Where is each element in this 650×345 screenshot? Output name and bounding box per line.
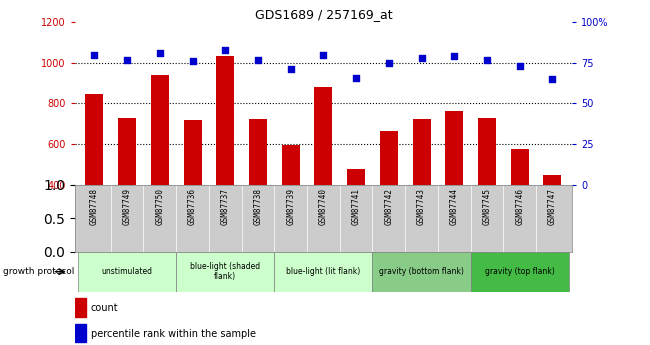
Bar — [75, 298, 86, 317]
Point — [253, 57, 263, 62]
Bar — [380, 131, 398, 185]
Text: GSM87744: GSM87744 — [450, 188, 459, 225]
Text: blue-light (lit flank): blue-light (lit flank) — [286, 267, 361, 276]
Text: percentile rank within the sample: percentile rank within the sample — [91, 329, 256, 338]
Text: gravity (top flank): gravity (top flank) — [485, 267, 554, 276]
Bar — [274, 252, 372, 292]
Bar — [347, 169, 365, 185]
Title: GDS1689 / 257169_at: GDS1689 / 257169_at — [255, 8, 392, 21]
Bar — [372, 252, 471, 292]
Text: unstimulated: unstimulated — [101, 267, 153, 276]
Text: GSM87736: GSM87736 — [188, 188, 197, 225]
Bar — [281, 145, 300, 185]
Text: GSM87741: GSM87741 — [352, 188, 361, 225]
Bar — [151, 75, 169, 185]
Text: count: count — [91, 303, 118, 313]
Point — [514, 63, 525, 69]
Text: GSM87745: GSM87745 — [482, 188, 491, 225]
Point — [122, 57, 133, 62]
Bar — [176, 252, 274, 292]
Text: GSM87739: GSM87739 — [286, 188, 295, 225]
Bar — [249, 119, 267, 185]
Text: GSM87742: GSM87742 — [384, 188, 393, 225]
Point — [285, 67, 296, 72]
Text: growth protocol: growth protocol — [3, 267, 75, 276]
Bar — [183, 120, 202, 185]
Bar — [543, 176, 562, 185]
Bar — [85, 95, 103, 185]
Point — [220, 47, 231, 53]
Text: GSM87738: GSM87738 — [254, 188, 263, 225]
Point — [547, 76, 558, 82]
Point — [482, 57, 492, 62]
Bar — [478, 118, 496, 185]
Bar — [413, 119, 430, 185]
Text: GSM87748: GSM87748 — [90, 188, 99, 225]
Text: GSM87737: GSM87737 — [221, 188, 229, 225]
Text: gravity (bottom flank): gravity (bottom flank) — [379, 267, 464, 276]
Bar — [511, 149, 528, 185]
Point — [155, 50, 165, 56]
Point — [384, 60, 394, 66]
Bar — [118, 118, 136, 185]
Text: blue-light (shaded
flank): blue-light (shaded flank) — [190, 262, 260, 282]
Bar — [78, 252, 176, 292]
Point — [187, 59, 198, 64]
Text: GSM87740: GSM87740 — [319, 188, 328, 225]
Text: GSM87743: GSM87743 — [417, 188, 426, 225]
Point — [89, 52, 99, 58]
Text: GSM87747: GSM87747 — [548, 188, 557, 225]
Text: GSM87749: GSM87749 — [123, 188, 131, 225]
Bar — [216, 56, 234, 185]
Text: GSM87750: GSM87750 — [155, 188, 164, 225]
Point — [449, 54, 460, 59]
Bar — [75, 324, 86, 342]
Bar — [315, 87, 332, 185]
Bar — [471, 252, 569, 292]
Point — [416, 55, 426, 61]
Bar — [445, 111, 463, 185]
Text: GSM87746: GSM87746 — [515, 188, 524, 225]
Point — [351, 75, 361, 80]
Point — [318, 52, 328, 58]
